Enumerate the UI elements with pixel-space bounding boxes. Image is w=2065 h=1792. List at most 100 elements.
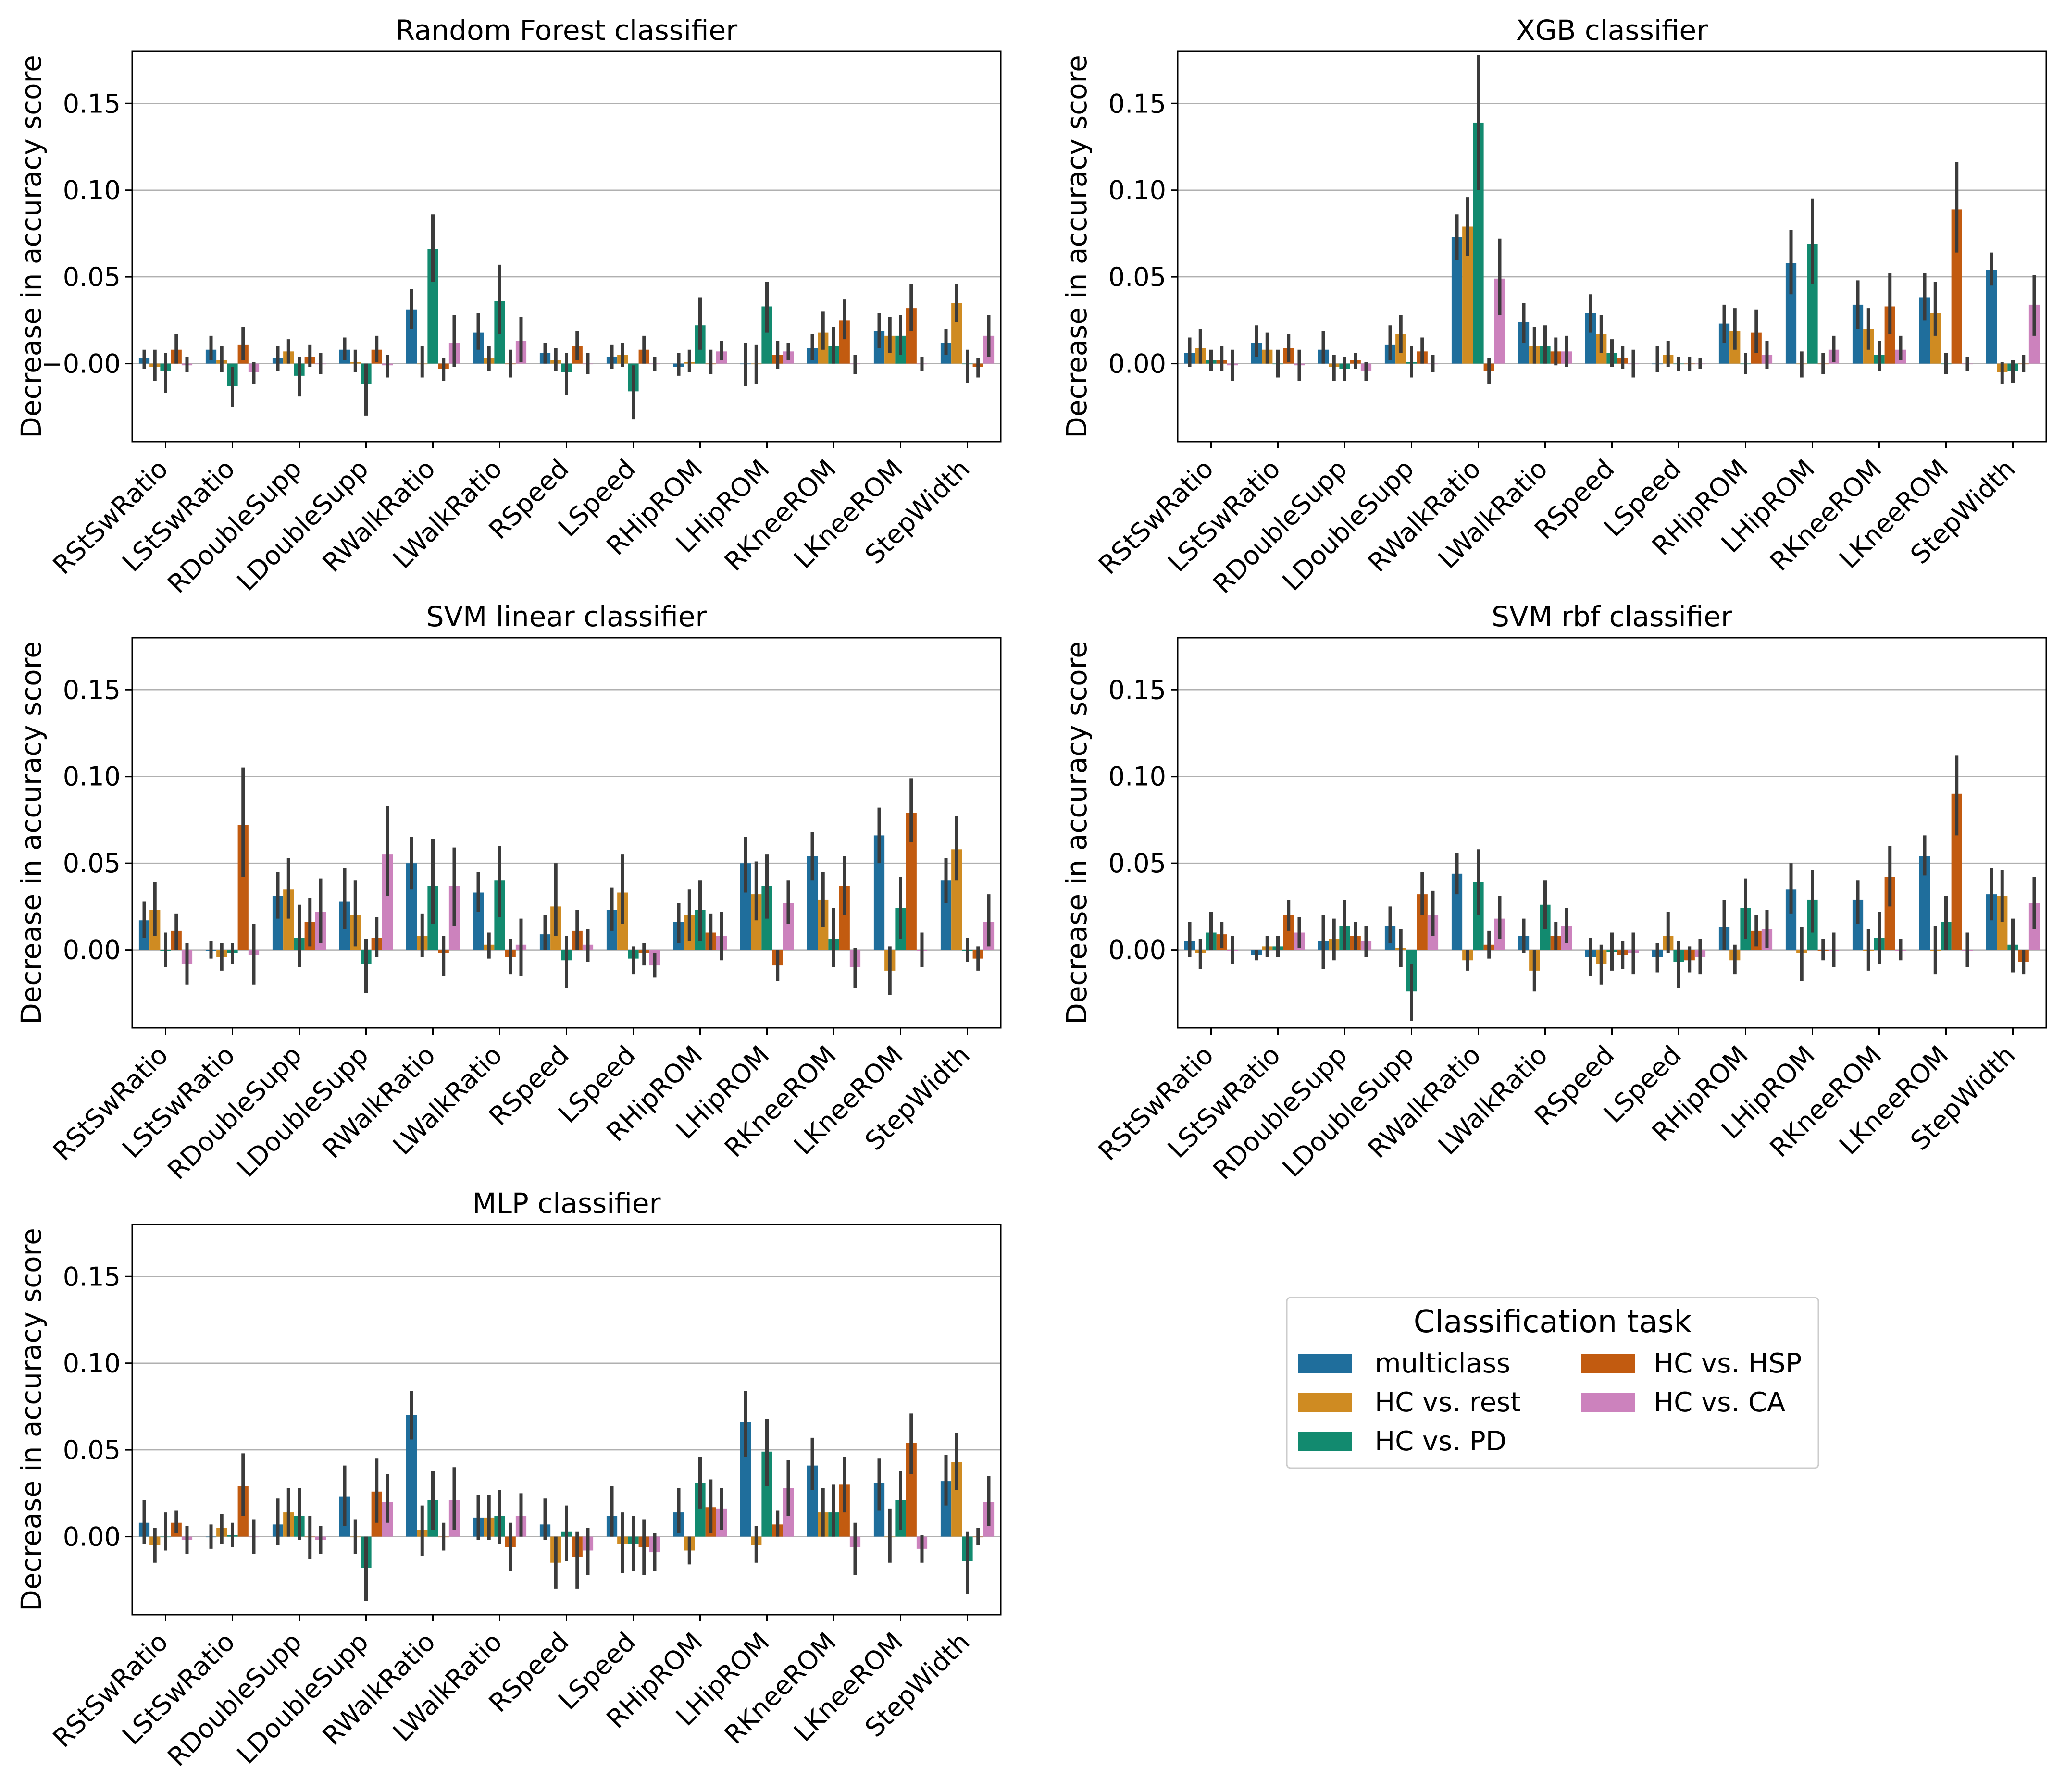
legend-label: HC vs. CA [1654,1387,1785,1418]
bar [1852,899,1864,950]
series-hc-vs-hsp [1216,162,2029,384]
bar [873,835,885,950]
chart-svm-linear-classifier: 0.000.050.100.15RStSwRatioLStSwRatioRDou… [15,600,1002,1186]
y-tick-label: 0.15 [63,675,121,705]
bar [751,894,762,950]
y-tick-label: 0.05 [1108,848,1166,878]
series-hc-vs-pd [160,1419,973,1601]
bar [1473,882,1484,950]
bar [807,1465,818,1537]
y-axis-label: Decrease in accuracy score [1060,55,1093,438]
bar [1884,877,1895,950]
series-hc-vs-rest [149,284,962,384]
y-tick-label: −0.00 [41,349,121,379]
chart-title: Random Forest classifier [396,14,737,47]
y-axis-label: Decrease in accuracy score [15,641,48,1025]
bar [1473,122,1484,364]
bar [761,1451,772,1537]
bar [695,1483,706,1537]
y-tick-label: 0.10 [1108,762,1166,792]
legend-swatch [1298,1393,1352,1412]
y-tick-label: 0.05 [63,848,121,878]
series-multiclass [138,807,952,959]
chart-title: SVM linear classifier [426,600,707,633]
chart-mlp-classifier: 0.000.050.100.15RStSwRatioLStSwRatioRDou… [15,1187,1002,1772]
chart-panels: −0.000.050.100.15RStSwRatioLStSwRatioRDo… [15,14,2047,1772]
bar [1283,915,1294,950]
y-tick-label: 0.15 [1108,88,1166,119]
series-hc-vs-pd [1206,55,2018,383]
bar [940,880,952,950]
y-axis-label: Decrease in accuracy score [15,55,48,438]
y-axis-label: Decrease in accuracy score [15,1228,48,1611]
series-hc-vs-hsp [171,767,983,981]
y-tick-label: 0.10 [63,1348,121,1379]
bar [740,1422,751,1537]
legend-entry-hc-vs-rest: HC vs. rest [1298,1387,1521,1418]
bar [1785,889,1797,950]
bar [473,892,484,950]
bar [1451,237,1463,364]
bar [906,308,917,364]
bar [906,1443,917,1537]
chart-svm-rbf-classifier: 0.000.050.100.15RStSwRatioLStSwRatioRDou… [1060,600,2047,1186]
series-hc-vs-rest [149,816,962,995]
bar [1494,278,1505,364]
y-tick-label: 0.15 [63,88,121,119]
y-tick-label: 0.00 [63,935,121,965]
y-tick-label: 0.00 [63,1522,121,1552]
bar [1585,313,1596,364]
bar [272,896,284,950]
legend-label: HC vs. HSP [1654,1348,1802,1379]
bar [740,863,751,950]
y-tick-label: 0.00 [1108,349,1166,379]
legend-swatch [1298,1432,1352,1451]
bar [951,849,962,950]
legend-entry-hc-vs-hsp: HC vs. HSP [1581,1348,1802,1379]
x-tick-label: RStSwRatio [1093,1040,1219,1167]
series-hc-vs-ca [1227,238,2040,381]
bar [951,1462,962,1537]
chart-random-forest-classifier: −0.000.050.100.15RStSwRatioLStSwRatioRDo… [15,14,1002,599]
series-hc-vs-pd [1206,849,2018,1021]
series-multiclass [138,289,952,386]
bar [406,309,417,364]
y-tick-label: 0.15 [63,1261,121,1292]
bar [406,863,417,950]
bar [906,813,917,950]
bar [1807,244,1818,364]
bar [1986,894,1997,950]
chart-title: XGB classifier [1516,14,1708,47]
chart-title: MLP classifier [473,1187,661,1220]
legend-label: HC vs. rest [1375,1387,1521,1418]
y-tick-label: 0.05 [63,1435,121,1465]
x-tick-label: RStSwRatio [1093,454,1219,581]
series-hc-vs-ca [1227,877,2040,975]
y-tick-label: 0.10 [63,762,121,792]
bar [1852,304,1864,364]
bar [940,1481,952,1537]
series-hc-vs-hsp [1216,755,2029,975]
legend-swatch [1581,1354,1635,1373]
bar [1417,894,1428,950]
bar [1919,856,1930,950]
y-tick-label: 0.05 [1108,262,1166,292]
y-tick-label: 0.15 [1108,675,1166,705]
series-hc-vs-ca [181,315,995,384]
bar [761,306,772,364]
bar [1462,226,1473,364]
bar [1785,263,1797,364]
bar [783,903,794,950]
legend-entry-hc-vs-pd: HC vs. PD [1298,1426,1506,1457]
series-hc-vs-ca [181,806,995,988]
series-hc-vs-ca [181,1460,995,1575]
legend-label: HC vs. PD [1375,1426,1506,1457]
legend-label: multiclass [1375,1348,1510,1379]
bar [1951,209,1962,364]
axes-frame [1177,50,2047,443]
series-hc-vs-rest [1195,870,2008,992]
bar [1884,306,1895,364]
series-multiclass [138,1391,952,1549]
series-hc-vs-hsp [171,1413,983,1589]
